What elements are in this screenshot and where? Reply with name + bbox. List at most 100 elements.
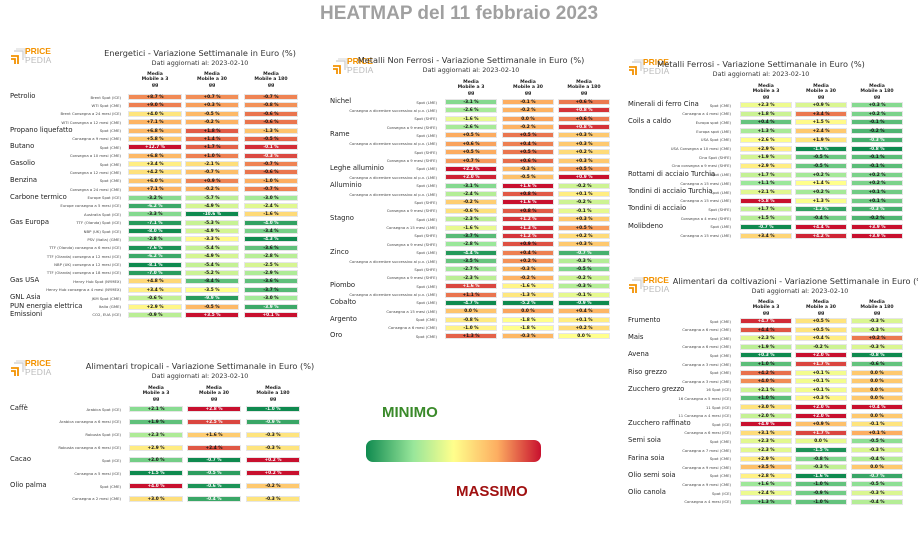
logo-mark-icon <box>11 360 26 376</box>
heatmap-cell: -0.4 % <box>187 495 241 502</box>
logo-price: PRICE <box>347 56 373 66</box>
heatmap-cell: -1.0 % <box>244 177 298 184</box>
group-label: Carbone termico <box>10 192 67 201</box>
heatmap-cell: +0.2 % <box>246 470 300 477</box>
row-label: Brent Consegna a 24 mesi (ICE) <box>60 111 121 117</box>
row-label: Spot (CME) <box>99 144 121 150</box>
heatmap-cell: -2.3 % <box>445 274 497 281</box>
heatmap-cell: -0.3 % <box>851 206 903 213</box>
heatmap-cell: -0.4 % <box>851 498 903 505</box>
heatmap-cell: 0.0 % <box>851 412 903 419</box>
row-label: WTI Spot (CME) <box>91 102 121 108</box>
heatmap-cell: -5.7 % <box>185 194 239 201</box>
heatmap-cell: -4.9 % <box>185 228 239 235</box>
group-label: PUN energia elettrica <box>10 301 83 310</box>
heatmap-cell: +0.2 % <box>851 171 903 178</box>
group-label: Molibdeno <box>628 221 664 230</box>
pricepedia-logo: PRICE PEDIA <box>10 357 51 379</box>
heatmap-cell: -7.0 % <box>128 269 182 276</box>
heatmap-cell: 0.0 % <box>795 438 847 445</box>
row-label: PSV (Italia) (GME) <box>87 236 121 242</box>
heatmap-cell: -0.2 % <box>558 274 610 281</box>
heatmap-cell: -1.6 % <box>502 283 554 290</box>
heatmap-cell: +1.9 % <box>740 343 792 350</box>
heatmap-cell: -4.7 % <box>445 299 497 306</box>
group-label: Farina soia <box>628 453 665 462</box>
heatmap-cell: +1.3 % <box>502 224 554 231</box>
group-label: Minerali di ferro Cina <box>628 100 699 108</box>
heatmap-cell: -0.2 % <box>185 186 239 193</box>
group-label: Olio canola <box>628 488 666 496</box>
heatmap-cell: -0.3 % <box>558 283 610 290</box>
heatmap-cell: -1.2 % <box>795 206 847 213</box>
heatmap-cell: +4.2 % <box>795 232 847 239</box>
row-label: NBP (UK) consegna a 12 mesi (ICE) <box>54 262 121 268</box>
group-label: Piombo <box>330 281 356 290</box>
pricepedia-logo: PRICE PEDIA <box>628 274 669 296</box>
row-label: 11 Spot (ICE) <box>705 404 731 410</box>
heatmap-cell: +1.1 % <box>740 180 792 187</box>
heatmap-cell: -2.7 % <box>445 266 497 273</box>
heatmap-cell: +2.9 % <box>740 145 792 152</box>
group-label: Argento <box>330 314 357 323</box>
heatmap-cell: +1.0 % <box>740 361 792 367</box>
heatmap-cell: -0.7 % <box>244 94 298 100</box>
heatmap-cell: -0.1 % <box>851 119 903 126</box>
heatmap-cell: -0.1 % <box>558 291 610 298</box>
row-label: Consegna a 4 mesi (SHFE) <box>680 215 731 221</box>
heatmap-cell: -9.9 % <box>185 295 239 302</box>
row-label: Consegna a 15 mesi (LME) <box>680 180 731 186</box>
heatmap-cell: -0.3 % <box>851 447 903 453</box>
heatmap-cell: +0.7 % <box>185 94 239 100</box>
heatmap-cell: 0.0 % <box>851 464 903 471</box>
heatmap-cell: +0.6 % <box>502 157 554 164</box>
row-label: Consegna a 9 mesi (SHFE) <box>386 275 437 281</box>
heatmap-cell: +4.4 % <box>795 223 847 230</box>
heatmap-cell: -0.5 % <box>187 470 241 477</box>
heatmap-cell: -0.2 % <box>185 119 239 126</box>
heatmap-cell: -1.6 % <box>445 224 497 231</box>
logo-pedia: PEDIA <box>25 54 52 65</box>
heatmap-cell: +1.2 % <box>502 232 554 239</box>
heatmap-cell: -0.3 % <box>246 431 300 438</box>
heatmap-cell: +5.8 % <box>740 197 792 204</box>
row-label: Consegna a 4 mesi (ICE) <box>684 499 731 505</box>
heatmap-cell: -0.6 % <box>187 483 241 490</box>
heatmap-cell: +0.1 % <box>795 386 847 393</box>
heatmap-cell: +2.1 % <box>129 406 183 412</box>
row-label: Consegna a 9 mesi (CME) <box>72 136 121 142</box>
heatmap-cell: -3.5 % <box>185 286 239 293</box>
heatmap-cell: +3.9 % <box>851 232 903 239</box>
row-label: Spot (CME) <box>99 161 121 167</box>
row-label: Spot (LME) <box>416 99 437 105</box>
heatmap-cell: +7.1 % <box>128 119 182 126</box>
heatmap-cell: +0.8 % <box>502 191 554 198</box>
row-label: Consegna a 9 mesi (CME) <box>682 464 731 470</box>
row-label: Australia Spot (ICE) <box>84 211 121 217</box>
heatmap-cell: -4.4 % <box>445 249 497 256</box>
heatmap-cell: +8.7 % <box>128 94 182 100</box>
heatmap-cell: +4.8 % <box>128 278 182 285</box>
heatmap-cell: +2.4 % <box>795 128 847 135</box>
heatmap-cell: +4.0 % <box>128 110 182 117</box>
group-label: Cacao <box>10 455 31 464</box>
row-label: Consegna a 9 mesi (SHFE) <box>386 158 437 164</box>
heatmap-cell: +0.5 % <box>502 132 554 139</box>
heatmap-cell: +2.0 % <box>795 412 847 419</box>
row-label: Spot (CME) <box>709 318 731 324</box>
heatmap-cell: +3.4 % <box>128 161 182 168</box>
heatmap-cell: +2.6 % <box>740 136 792 143</box>
heatmap-cell: -0.6 % <box>445 207 497 214</box>
heatmap-cell: +0.2 % <box>246 457 300 464</box>
heatmap-cell: +0.1 % <box>851 197 903 204</box>
group-label: Semi soia <box>628 436 661 445</box>
heatmap-cell: -0.3 % <box>502 165 554 172</box>
group-label: Petrolio <box>10 92 36 100</box>
heatmap-cell: -2.6 % <box>445 124 497 131</box>
heatmap-cell: -0.2 % <box>851 215 903 222</box>
heatmap-cell: +4.2 % <box>740 369 792 376</box>
heatmap-cell: -0.7 % <box>740 223 792 230</box>
heatmap-cell: -1.8 % <box>502 316 554 323</box>
heatmap-cell: -0.4 % <box>851 455 903 462</box>
heatmap-cell: 0.0 % <box>445 308 497 315</box>
